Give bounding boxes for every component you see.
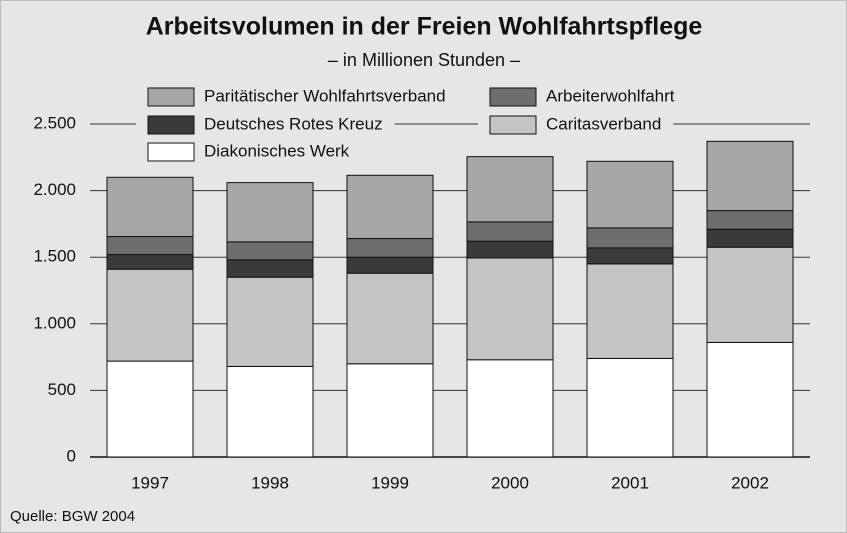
bar-segment <box>466 156 554 223</box>
bar-segment <box>706 228 794 248</box>
bar-segment <box>226 276 314 367</box>
bar-segment <box>706 210 794 230</box>
bar-segment <box>466 240 554 259</box>
x-tick-label: 2002 <box>731 473 769 492</box>
legend-label: Paritätischer Wohlfahrtsverband <box>204 86 446 105</box>
bar-segment <box>706 246 794 343</box>
bar-segment <box>346 363 434 458</box>
bar-segment <box>466 359 554 458</box>
legend-swatch <box>489 87 537 107</box>
bar-segment <box>586 227 674 249</box>
x-tick-label: 2001 <box>611 473 649 492</box>
legend-label: Deutsches Rotes Kreuz <box>204 114 383 133</box>
legend-swatch <box>489 115 537 135</box>
bar-segment <box>226 259 314 278</box>
bar-segment <box>226 365 314 458</box>
legend-swatch <box>147 142 195 162</box>
x-tick-label: 1997 <box>131 473 169 492</box>
bar-segment <box>466 221 554 242</box>
y-tick-label: 2.500 <box>33 113 76 132</box>
source: Quelle: BGW 2004 <box>10 508 135 525</box>
y-tick-label: 500 <box>48 380 76 399</box>
bar-segment <box>226 182 314 243</box>
legend-swatch <box>147 87 195 107</box>
bar-segment <box>706 341 794 458</box>
legend-swatch <box>147 115 195 135</box>
x-tick-label: 1999 <box>371 473 409 492</box>
bar-segment <box>106 268 194 362</box>
x-tick-label: 2000 <box>491 473 529 492</box>
y-tick-label: 0 <box>67 446 76 465</box>
bar-segment <box>466 257 554 361</box>
chart-subtitle: – in Millionen Stunden – <box>328 50 520 70</box>
bar-segment <box>346 238 434 258</box>
bar-segment <box>346 272 434 365</box>
legend-bg <box>136 114 395 136</box>
bar-segment <box>586 263 674 359</box>
y-tick-label: 1.500 <box>33 247 76 266</box>
bar-segment <box>106 236 194 256</box>
bar-segment <box>586 247 674 265</box>
x-tick-label: 1998 <box>251 473 289 492</box>
bar-segment <box>586 357 674 458</box>
bar-segment <box>346 256 434 274</box>
bar-segment <box>346 174 434 240</box>
legend-label: Caritasverband <box>546 114 661 133</box>
legend-label: Arbeiterwohlfahrt <box>546 86 675 105</box>
legend-bg <box>136 86 458 108</box>
legend-label: Diakonisches Werk <box>204 141 350 160</box>
bar-segment <box>106 360 194 458</box>
chart-title: Arbeitsvolumen in der Freien Wohlfahrtsp… <box>146 13 703 41</box>
bar-segment <box>106 176 194 238</box>
y-tick-label: 2.000 <box>33 180 76 199</box>
bar-segment <box>106 254 194 270</box>
bar-segment <box>706 140 794 212</box>
y-tick-label: 1.000 <box>33 313 76 332</box>
bar-segment <box>226 241 314 261</box>
bar-segment <box>586 160 674 229</box>
